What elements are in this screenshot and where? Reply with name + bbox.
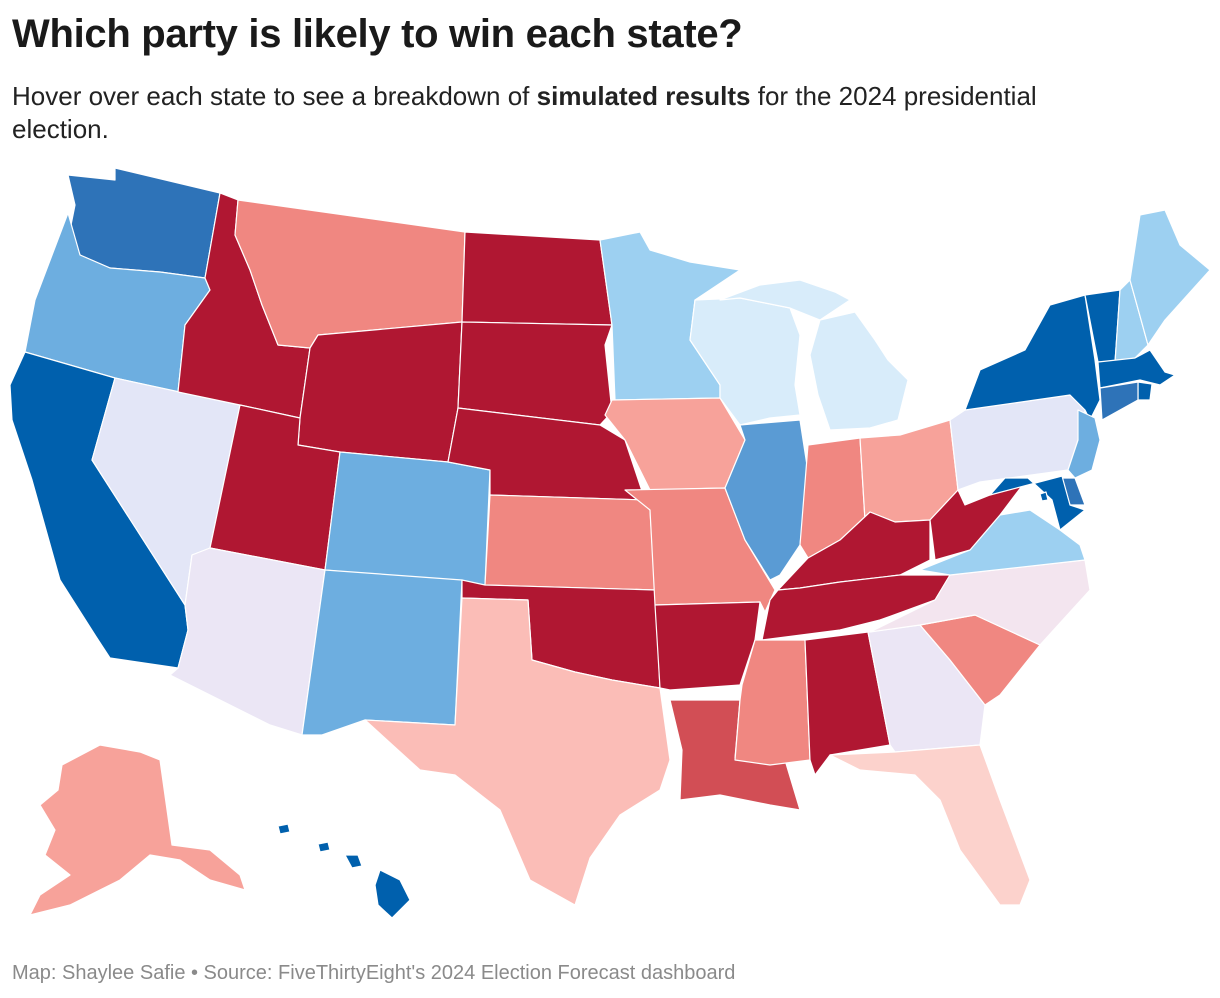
subtitle-emphasis: simulated results: [536, 81, 751, 111]
subtitle-text-start: Hover over each state to see a breakdown…: [12, 81, 537, 111]
state-SD[interactable]: South Dakota: [457, 321, 613, 426]
state-ME[interactable]: Maine: [1129, 209, 1211, 346]
state-WY[interactable]: Wyoming: [297, 321, 463, 463]
state-FL[interactable]: Florida: [829, 744, 1031, 906]
state-CO[interactable]: Colorado: [324, 451, 491, 586]
source-credit: Map: Shaylee Safie • Source: FiveThirtyE…: [12, 962, 736, 984]
state-IL[interactable]: Illinois: [724, 419, 809, 581]
state-CT[interactable]: Connecticut: [1099, 381, 1139, 421]
state-AK[interactable]: Alaska: [29, 744, 246, 916]
state-HI-kauai[interactable]: Hawaii: [277, 823, 291, 835]
state-HI[interactable]: Hawaii: [374, 869, 411, 919]
state-MI-upper[interactable]: Michigan: [719, 279, 851, 321]
state-AZ[interactable]: Arizona: [169, 547, 326, 736]
state-HI-oahu[interactable]: Hawaii: [317, 841, 331, 853]
state-NY[interactable]: New York: [964, 294, 1101, 421]
state-HI-maui[interactable]: Hawaii: [344, 854, 363, 869]
state-DC[interactable]: District of Columbia: [1039, 491, 1049, 502]
state-NJ[interactable]: New Jersey: [1067, 409, 1101, 479]
state-NH[interactable]: New Hampshire: [1114, 279, 1149, 363]
state-ND[interactable]: North Dakota: [461, 231, 613, 326]
state-MD[interactable]: Maryland: [989, 475, 1086, 531]
page-subtitle: Hover over each state to see a breakdown…: [12, 80, 1132, 146]
state-KS[interactable]: Kansas: [484, 494, 656, 591]
state-MI[interactable]: Michigan: [809, 311, 909, 431]
subtitle-text-end: for the 2024 presidential election.: [12, 81, 1037, 144]
state-TX[interactable]: Texas: [364, 597, 671, 906]
page-title: Which party is likely to win each state?: [12, 12, 743, 56]
state-AR[interactable]: Arkansas: [654, 601, 761, 691]
us-election-map: Washington Oregon California Nevada Idah…: [9, 167, 1211, 919]
state-NM[interactable]: New Mexico: [301, 569, 463, 736]
state-RI[interactable]: Rhode Island: [1137, 381, 1153, 401]
